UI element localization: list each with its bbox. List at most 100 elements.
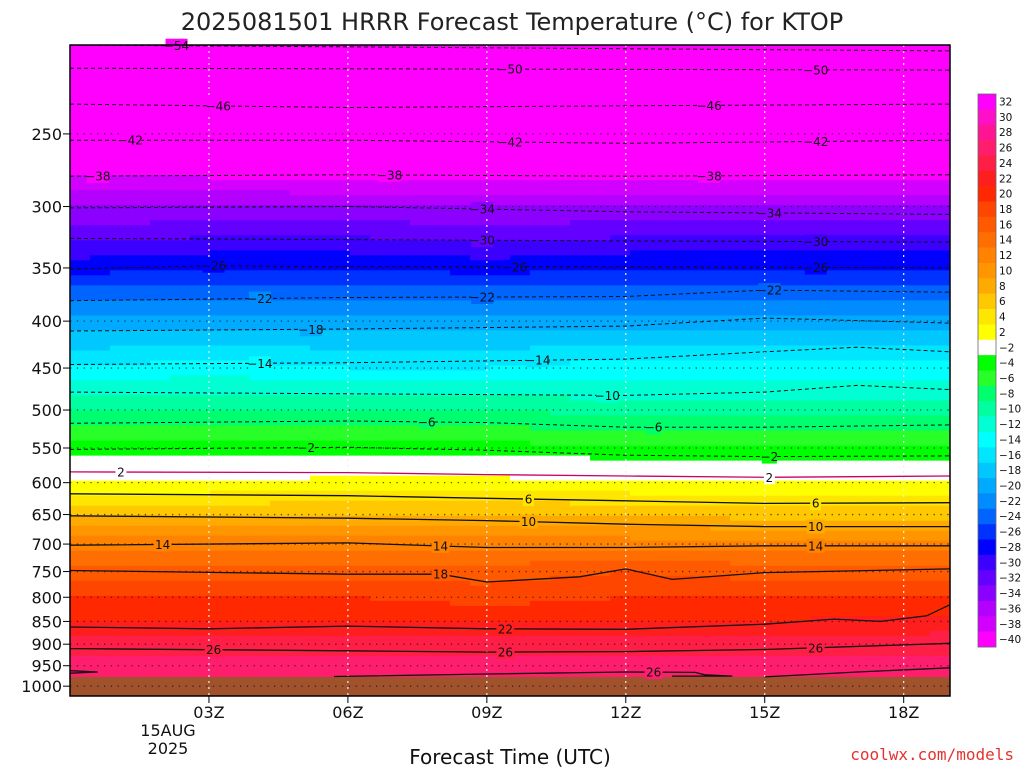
heatmap-cell (310, 350, 331, 357)
heatmap-cell (110, 95, 131, 101)
heatmap-cell (70, 145, 91, 151)
heatmap-cell (290, 405, 311, 412)
heatmap-cell (650, 165, 671, 171)
heatmap-cell (230, 325, 251, 332)
heatmap-cell (670, 45, 691, 51)
heatmap-cell (390, 560, 411, 567)
heatmap-cell (710, 515, 731, 522)
heatmap-cell (530, 600, 551, 607)
heatmap-cell (610, 205, 631, 211)
heatmap-cell (690, 490, 711, 497)
heatmap-cell (390, 260, 411, 266)
heatmap-cell (130, 650, 151, 657)
heatmap-cell (510, 155, 531, 161)
heatmap-cell (70, 445, 91, 452)
heatmap-cell (370, 255, 391, 261)
heatmap-cell (690, 440, 711, 447)
heatmap-cell (590, 365, 611, 372)
heatmap-cell (550, 110, 571, 116)
heatmap-cell (690, 210, 711, 216)
heatmap-cell (430, 550, 451, 557)
heatmap-cell (730, 180, 751, 186)
heatmap-cell (750, 615, 771, 622)
heatmap-cell (190, 245, 211, 251)
heatmap-cell (510, 205, 531, 211)
heatmap-cell (210, 435, 231, 442)
heatmap-cell (730, 60, 751, 66)
heatmap-cell (150, 445, 171, 452)
heatmap-cell (110, 535, 131, 542)
heatmap-cell (410, 140, 431, 146)
heatmap-cell (550, 295, 571, 301)
heatmap-cell (630, 470, 651, 477)
heatmap-cell (610, 65, 631, 71)
heatmap-cell (750, 115, 771, 121)
heatmap-cell (390, 425, 411, 432)
heatmap-cell (650, 480, 671, 487)
heatmap-cell (70, 110, 91, 116)
heatmap-cell (510, 600, 531, 607)
heatmap-cell (290, 550, 311, 557)
heatmap-cell (370, 130, 391, 136)
heatmap-cell (710, 510, 731, 517)
heatmap-cell (570, 460, 591, 467)
heatmap-cell (390, 365, 411, 372)
heatmap-cell (590, 375, 611, 382)
heatmap-cell (670, 545, 691, 552)
heatmap-cell (770, 60, 791, 66)
heatmap-cell (590, 560, 611, 567)
heatmap-cell (730, 480, 751, 487)
heatmap-cell (470, 365, 491, 372)
heatmap-cell (550, 155, 571, 161)
heatmap-cell (130, 315, 151, 322)
heatmap-cell (730, 70, 751, 76)
heatmap-cell (770, 165, 791, 171)
heatmap-cell (810, 120, 831, 126)
heatmap-cell (550, 355, 571, 362)
heatmap-cell (110, 345, 131, 352)
heatmap-cell (690, 635, 711, 642)
heatmap-cell (630, 70, 651, 76)
heatmap-cell (210, 430, 231, 437)
heatmap-cell (830, 325, 851, 332)
heatmap-cell (610, 290, 631, 296)
heatmap-cell (390, 390, 411, 397)
heatmap-cell (530, 555, 551, 562)
heatmap-cell (810, 610, 831, 617)
heatmap-cell (430, 640, 451, 647)
heatmap-cell (350, 360, 371, 367)
heatmap-cell (90, 465, 111, 472)
heatmap-cell (770, 590, 791, 597)
heatmap-cell (570, 70, 591, 76)
heatmap-cell (770, 45, 791, 51)
heatmap-cell (610, 660, 631, 667)
heatmap-cell (570, 190, 591, 196)
heatmap-cell (370, 545, 391, 552)
heatmap-cell (730, 640, 751, 647)
heatmap-cell (690, 380, 711, 387)
heatmap-cell (570, 170, 591, 176)
heatmap-cell (630, 165, 651, 171)
heatmap-cell (90, 90, 111, 96)
heatmap-cell (650, 615, 671, 622)
heatmap-cell (710, 185, 731, 191)
heatmap-cell (350, 305, 371, 312)
heatmap-cell (350, 65, 371, 71)
heatmap-cell (230, 100, 251, 106)
heatmap-cell (450, 360, 471, 367)
heatmap-cell (690, 585, 711, 592)
heatmap-cell (770, 325, 791, 332)
heatmap-cell (190, 90, 211, 96)
heatmap-cell (70, 530, 91, 537)
heatmap-cell (630, 180, 651, 186)
heatmap-cell (390, 290, 411, 296)
heatmap-cell (630, 615, 651, 622)
heatmap-cell (530, 375, 551, 382)
heatmap-cell (330, 90, 351, 96)
heatmap-cell (290, 220, 311, 226)
heatmap-cell (550, 90, 571, 96)
heatmap-cell (70, 180, 91, 186)
heatmap-cell (310, 190, 331, 196)
heatmap-cell (350, 535, 371, 542)
heatmap-cell (490, 555, 511, 562)
